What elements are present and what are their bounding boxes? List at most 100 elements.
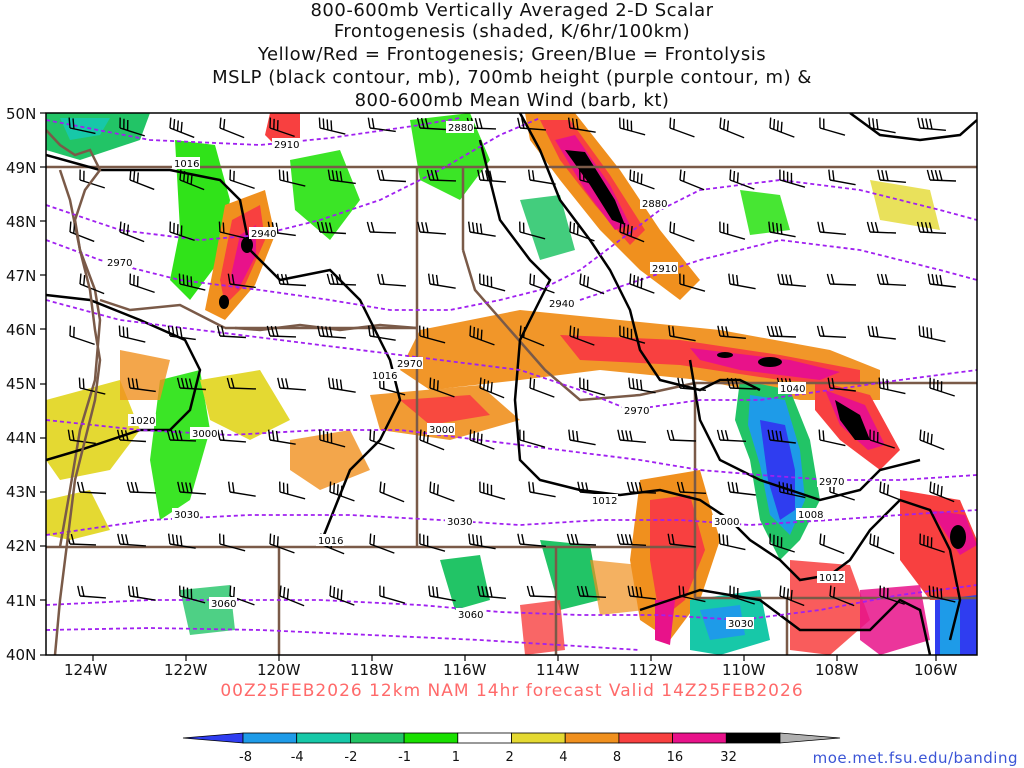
wind-barb [727,481,756,496]
height-label: 2940 [547,297,575,310]
wind-barb [569,221,595,242]
mslp-contours [46,113,977,655]
lat-label: 50N [6,105,36,123]
wind-barb [117,533,146,547]
wind-barb [769,533,795,553]
wind-barb [169,117,195,139]
wind-barb [118,325,146,343]
wind-barb [626,481,657,494]
wind-barb [479,377,505,399]
wind-barb [927,273,956,288]
lat-ticks [40,112,46,656]
contour-labels: 1016 1016 1020 1016 1012 1008 1012 1040 … [105,121,845,630]
wind-barb [426,169,457,182]
svg-text:2940: 2940 [251,229,276,240]
mslp-label: 1016 [172,157,200,170]
wind-barb [327,169,356,185]
wind-barb [279,481,306,500]
wind-barb [767,429,796,444]
colorbar-swatch [672,732,727,744]
height-label: 2940 [249,227,277,240]
wind-barb [329,585,355,606]
wind-barb [726,377,757,390]
wind-barb [129,169,155,191]
wind-barb [717,325,746,339]
wind-barb [916,221,947,234]
colorbar-tick-label: -2 [344,750,357,765]
svg-text:2970: 2970 [819,477,844,488]
wind-barb [628,377,656,394]
colorbar-tick-label: 16 [667,750,684,765]
wind-barb [677,377,706,391]
wind-barb [429,377,455,398]
latitude-labels: 50N 49N 48N 47N 46N 45N 44N 43N 42N 41N … [6,105,36,664]
frontogenesis-shading [46,113,977,655]
wind-barb [719,117,745,139]
height-label: 2970 [105,256,133,269]
colorbar-arrow-low [182,732,244,744]
svg-text:1012: 1012 [819,573,844,584]
wind-barb [777,273,806,287]
wind-barb [216,325,246,339]
svg-text:3000: 3000 [429,425,454,436]
wind-barb [269,533,295,554]
map-title-line-5: 800-600mb Mean Wind (barb, kt) [354,90,670,111]
height-label: 3000 [190,427,218,440]
wind-barb [369,429,395,450]
wind-barb [219,117,245,139]
wind-barb [666,429,697,442]
wind-barb [919,429,945,451]
svg-text:3060: 3060 [458,610,483,621]
colorbar: -8 -4 -2 -1 1 2 4 8 16 32 [182,732,841,765]
height-label: 2880 [446,121,474,134]
wind-barb [68,117,96,135]
wind-barb [267,429,296,445]
svg-text:2880: 2880 [642,199,667,210]
svg-text:1040: 1040 [780,384,805,395]
svg-text:3030: 3030 [728,619,753,630]
wind-barb [429,481,455,502]
colorbar-swatch [618,732,674,744]
wind-barb [219,533,246,552]
colorbar-tick-label: -1 [398,750,411,765]
wind-barb [477,585,506,599]
height-label: 3000 [427,423,455,436]
wind-barb [576,585,607,598]
wind-barb [477,169,506,183]
wind-barb [226,377,257,390]
svg-text:1016: 1016 [372,371,397,382]
colorbar-tick-label: 8 [613,750,621,765]
wind-barb [469,429,495,450]
wind-barb [766,325,797,338]
wind-barb [276,273,306,287]
svg-text:2970: 2970 [624,406,649,417]
source-url[interactable]: moe.met.fsu.edu/banding [812,749,1018,767]
colorbar-tick-label: -8 [239,750,252,765]
wind-barb [579,169,606,188]
wind-barb [519,221,546,240]
wind-barb [77,585,106,599]
wind-barb [669,117,695,138]
wind-barb [616,533,647,546]
wind-barb [918,325,946,343]
lon-label: 124W [64,661,108,679]
mslp-label: 1012 [590,494,618,507]
lon-label: 118W [350,661,394,679]
wind-barb [119,117,145,137]
colorbar-swatch [242,732,298,744]
wind-barb [917,117,946,131]
wind-barb [69,221,95,243]
wind-barb [926,169,957,182]
wind-barb [377,273,406,287]
wind-barb [119,221,145,243]
wind-barb [427,273,456,289]
svg-text:1016: 1016 [318,536,343,547]
wind-barb [819,117,846,136]
wind-barb [528,481,556,498]
wind-barb [277,377,306,391]
wind-barb [416,117,446,131]
wind-barb [527,169,556,185]
wind-barb [866,221,897,234]
map-title-line-3: Yellow/Red = Frontogenesis; Green/Blue =… [257,44,767,65]
lon-label: 116W [443,661,487,679]
